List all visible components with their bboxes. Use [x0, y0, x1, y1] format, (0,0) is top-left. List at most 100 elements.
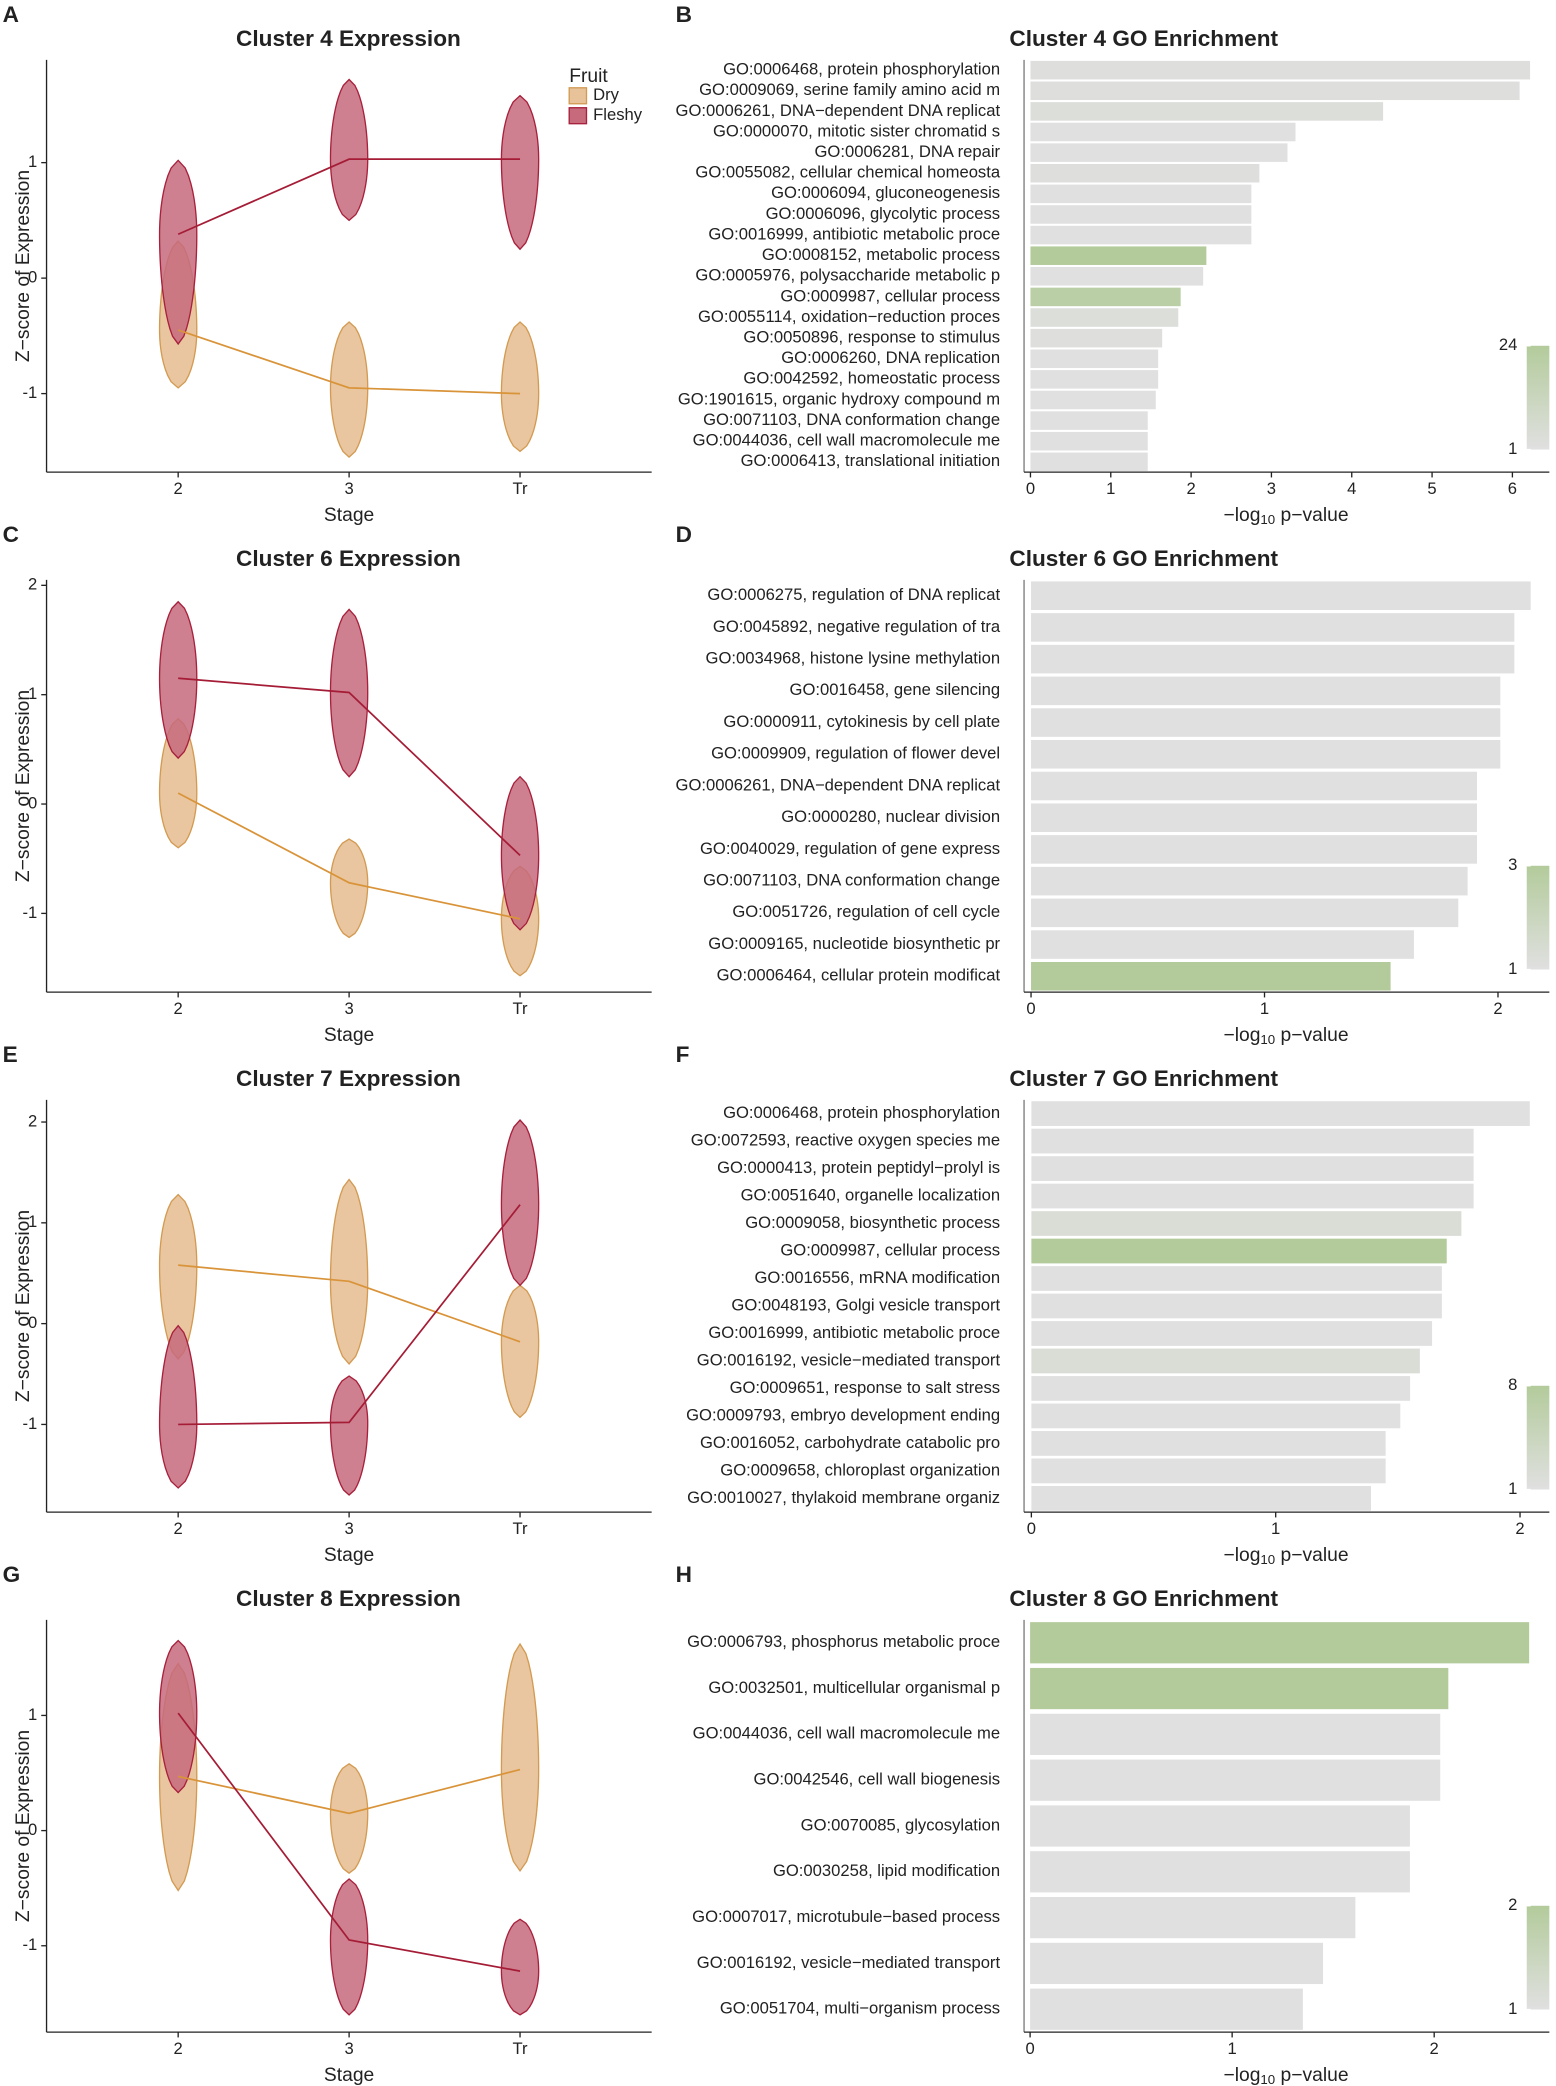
bar	[1031, 1486, 1371, 1511]
y-tick-label: GO:0000070, mitotic sister chromatid s	[713, 121, 1000, 140]
violin	[329, 78, 369, 222]
y-tick-label: GO:0030258, lipid modification	[773, 1861, 1000, 1880]
y-tick-label: GO:0009058, biosynthetic process	[745, 1213, 1000, 1232]
y-tick-label: GO:0006261, DNA−dependent DNA replicat	[676, 775, 1001, 794]
x-label-subscript: 10	[1260, 1032, 1275, 1047]
y-tick-label: GO:0009658, chloroplast organization	[720, 1460, 1000, 1479]
colorbar	[1526, 1385, 1550, 1490]
bar	[1030, 1896, 1356, 1939]
x-tick-label: 0	[1026, 999, 1035, 1018]
y-tick-label: GO:0016999, antibiotic metabolic proce	[708, 1323, 1000, 1342]
violin	[500, 1284, 540, 1419]
x-tick-label: 5	[1427, 479, 1436, 498]
y-tick-label: GO:0070085, glycosylation	[801, 1815, 1000, 1834]
y-tick-label: 0	[28, 1820, 37, 1839]
chart-title: Cluster 7 Expression	[236, 1066, 461, 1091]
x-tick-label: Tr	[513, 2039, 529, 2058]
y-tick-label: GO:0016556, mRNA modification	[755, 1268, 1001, 1287]
bar	[1030, 431, 1148, 451]
y-tick-label: 1	[28, 1212, 37, 1231]
bar	[1030, 267, 1204, 286]
panel-letter: D	[676, 522, 692, 547]
chart-title: Cluster 6 Expression	[236, 546, 461, 571]
y-tick-label: -1	[22, 903, 37, 922]
bar	[1030, 1667, 1449, 1710]
y-tick-label: GO:0016192, vesicle−mediated transport	[697, 1350, 1001, 1369]
colorbar-label: 8	[1508, 1375, 1517, 1394]
x-label-prefix: −log	[1223, 2065, 1260, 2086]
bar	[1030, 184, 1252, 204]
y-tick-label: GO:0009987, cellular process	[780, 1240, 1000, 1259]
y-tick-label: GO:0055082, cellular chemical homeosta	[695, 163, 1000, 182]
x-label-subscript: 10	[1260, 2072, 1275, 2086]
violin	[500, 1642, 540, 1873]
x-tick-label: 2	[174, 479, 183, 498]
chart-title: Cluster 8 Expression	[236, 1586, 461, 1611]
bar	[1030, 452, 1148, 472]
y-tick-label: GO:0071103, DNA conformation change	[703, 410, 1000, 429]
y-tick-label: GO:0006281, DNA repair	[815, 142, 1001, 161]
bar	[1030, 205, 1252, 224]
x-tick-label: Tr	[513, 999, 529, 1018]
violin	[329, 838, 369, 939]
x-axis-label: Stage	[324, 1545, 374, 1566]
y-tick-label: GO:0000911, cytokinesis by cell plate	[723, 712, 1000, 731]
y-tick-label: GO:0048193, Golgi vesicle transport	[731, 1295, 1000, 1314]
y-tick-label: GO:0042546, cell wall biogenesis	[754, 1770, 1001, 1789]
colorbar-label: 1	[1508, 1999, 1517, 2018]
y-tick-label: GO:0040029, regulation of gene express	[700, 839, 1000, 858]
y-tick-label: GO:0016999, antibiotic metabolic proce	[708, 224, 1000, 243]
bar	[1031, 581, 1531, 610]
x-label-prefix: −log	[1223, 1545, 1260, 1566]
bar	[1031, 930, 1414, 959]
y-axis-label: Z−score of Expression	[13, 1730, 34, 1922]
y-tick-label: GO:0006468, protein phosphorylation	[723, 60, 1000, 79]
x-label-suffix: p−value	[1275, 1545, 1348, 1566]
y-tick-label: GO:0055114, oxidation−reduction proces	[698, 307, 1000, 326]
x-axis-label: Stage	[324, 2065, 374, 2086]
bar	[1031, 1101, 1530, 1126]
bar	[1030, 308, 1179, 327]
bar	[1030, 349, 1159, 369]
x-axis-label: −log10 p−value	[1223, 1025, 1348, 1046]
panel-letter: F	[676, 1042, 690, 1067]
y-tick-label: 1	[28, 684, 37, 703]
y-tick-label: GO:0044036, cell wall macromolecule me	[693, 431, 1000, 450]
bar	[1030, 1622, 1530, 1664]
bar	[1030, 411, 1148, 430]
bar	[1030, 1988, 1303, 2030]
colorbar-label: 1	[1508, 959, 1517, 978]
y-tick-label: GO:0006096, glycolytic process	[766, 204, 1000, 223]
bar	[1030, 102, 1384, 121]
x-label-prefix: −log	[1223, 1025, 1260, 1046]
bar	[1031, 1128, 1474, 1154]
chart-title: Cluster 8 GO Enrichment	[1009, 1586, 1278, 1611]
x-tick-label: 3	[344, 999, 353, 1018]
y-tick-label: GO:0051726, regulation of cell cycle	[732, 902, 1000, 921]
y-tick-label: GO:0072593, reactive oxygen species me	[691, 1130, 1000, 1149]
bar	[1031, 1376, 1411, 1401]
bar	[1030, 163, 1260, 183]
y-tick-label: 2	[28, 1111, 37, 1130]
y-tick-label: 0	[28, 793, 37, 812]
bar	[1030, 225, 1252, 245]
bar	[1031, 740, 1501, 769]
violin	[500, 775, 540, 931]
bar	[1030, 81, 1520, 101]
y-axis-label: Z−score of Expression	[13, 170, 34, 362]
panel-letter: H	[676, 1562, 692, 1587]
bar	[1031, 771, 1477, 801]
colorbar	[1526, 345, 1550, 450]
y-axis-label: Z−score of Expression	[13, 1210, 34, 1402]
violin	[158, 1324, 198, 1489]
y-tick-label: GO:0000413, protein peptidyl−prolyl is	[717, 1158, 1000, 1177]
y-axis-label: Z−score of Expression	[13, 690, 34, 882]
y-tick-label: GO:0006464, cellular protein modificat	[717, 966, 1001, 985]
bar	[1031, 613, 1515, 642]
bar	[1031, 1156, 1474, 1181]
x-tick-label: 1	[1106, 479, 1115, 498]
panel-letter: A	[3, 2, 19, 27]
bar	[1031, 803, 1477, 832]
violin	[500, 1119, 540, 1287]
y-tick-label: GO:0009651, response to salt stress	[730, 1378, 1001, 1397]
